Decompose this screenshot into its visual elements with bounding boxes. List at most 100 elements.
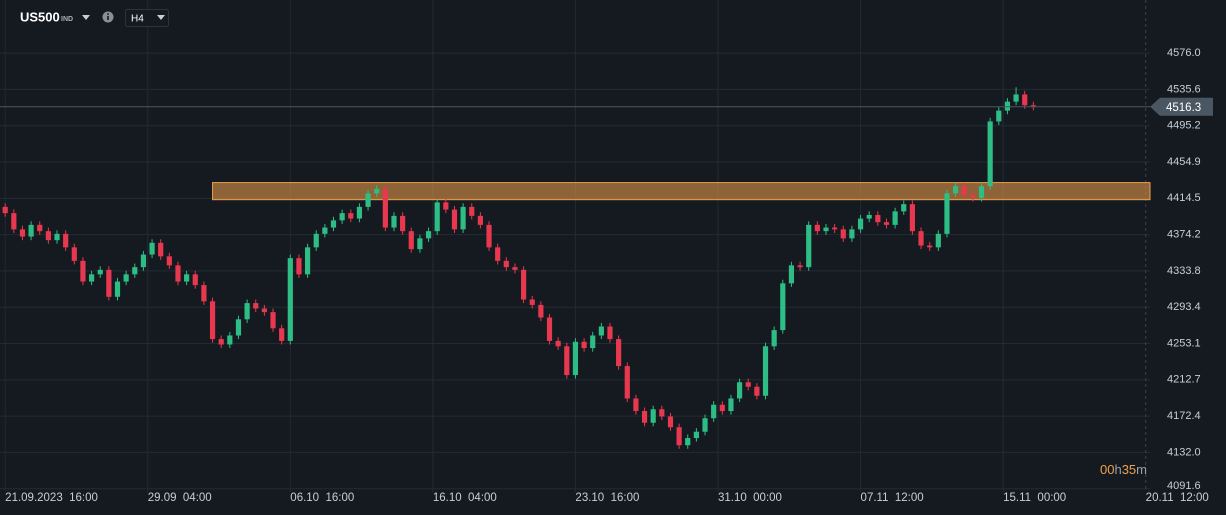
- x-tick-label: 15.11 00:00: [1003, 492, 1066, 504]
- y-tick-label: 4576.0: [1167, 47, 1201, 59]
- candle-body: [2, 206, 8, 214]
- candle-body: [892, 211, 898, 225]
- y-tick-label: 4454.9: [1167, 156, 1201, 168]
- candle-body: [823, 227, 829, 232]
- candle-body: [1013, 94, 1019, 102]
- candle-body: [279, 328, 285, 341]
- candle-body: [382, 188, 388, 228]
- candle-body: [659, 409, 665, 417]
- countdown-hours: 00: [1100, 462, 1114, 477]
- candle-body: [495, 247, 501, 261]
- candle-body: [322, 227, 328, 234]
- candle-body: [63, 233, 69, 248]
- candle-body: [728, 398, 734, 412]
- candle-body: [296, 258, 302, 275]
- candle-body: [788, 265, 795, 284]
- x-tick-label: 23.10 16:00: [575, 492, 639, 504]
- candle-body: [538, 304, 544, 318]
- y-tick-label: 4212.7: [1167, 374, 1201, 386]
- candle-body: [529, 299, 535, 305]
- axes: 4576.0 4535.6 4495.2 4454.9 4414.5 4374.2 4333…: [0, 47, 1213, 504]
- candle-body: [918, 231, 924, 246]
- info-glyph: [107, 16, 109, 20]
- candle-body: [218, 339, 224, 345]
- candle-body: [581, 341, 587, 349]
- candle-body: [400, 215, 406, 232]
- candle-body: [175, 265, 181, 282]
- candle-body: [737, 382, 743, 399]
- candle-body: [140, 254, 147, 268]
- y-tick-label: 4172.4: [1167, 410, 1201, 422]
- candle-body: [106, 269, 112, 297]
- candle-body: [814, 224, 820, 232]
- candle-body: [667, 416, 674, 428]
- candle-body: [616, 339, 622, 367]
- candle-body: [477, 215, 483, 225]
- info-glyph-dot: [107, 13, 109, 15]
- candle-body: [676, 427, 682, 446]
- candle-body: [235, 319, 242, 336]
- candle-body: [866, 214, 872, 219]
- candle-body: [1022, 94, 1028, 106]
- candle-body: [425, 231, 432, 239]
- candle-body: [19, 229, 26, 237]
- candle-body: [54, 233, 60, 241]
- candle-body: [114, 281, 121, 297]
- candle-body: [287, 258, 293, 341]
- candle-body: [88, 274, 95, 282]
- candle-body: [633, 398, 639, 412]
- candle-body: [270, 312, 276, 329]
- countdown-h: h: [1114, 462, 1121, 477]
- timeframe-box[interactable]: [125, 9, 169, 27]
- candle-body: [953, 186, 959, 194]
- candle-body: [927, 245, 933, 248]
- candles: [2, 87, 1036, 449]
- candle-body: [901, 204, 907, 212]
- candle-body: [45, 231, 51, 241]
- candle-body: [598, 326, 604, 336]
- candle-body: [978, 186, 985, 198]
- candle-body: [685, 438, 691, 446]
- candle-body: [313, 233, 319, 248]
- candle-body: [797, 265, 803, 268]
- candle-body: [443, 202, 449, 210]
- candle-body: [184, 274, 190, 282]
- x-tick-label: 20.11 12:00: [1146, 492, 1209, 504]
- countdown: 00h35m: [1100, 462, 1147, 477]
- candle-body: [391, 215, 397, 228]
- symbol-dropdown[interactable]: [82, 15, 90, 20]
- candle-body: [80, 260, 86, 282]
- candle-body: [719, 404, 725, 412]
- candle-body: [771, 330, 777, 347]
- candle-body: [28, 224, 34, 237]
- y-tick-label: 4414.5: [1167, 192, 1201, 204]
- candle-body: [970, 195, 976, 198]
- symbol[interactable]: US500: [20, 9, 60, 24]
- candle-body: [520, 269, 527, 300]
- candle-body: [37, 224, 43, 232]
- candle-body: [883, 222, 890, 225]
- timeframe-dropdown[interactable]: [157, 15, 165, 20]
- candle-body: [330, 220, 337, 228]
- y-tick-label: 4091.6: [1167, 480, 1201, 492]
- candle-body: [555, 340, 561, 347]
- candle-body: [261, 308, 267, 313]
- candle-body: [11, 213, 17, 230]
- y-tick-label: 4495.2: [1167, 120, 1201, 132]
- candle-body: [451, 209, 458, 230]
- candle-body: [192, 274, 198, 286]
- candle-body: [849, 229, 855, 239]
- candle-body: [132, 267, 138, 275]
- y-tick-label: 4333.8: [1167, 265, 1201, 277]
- last-price-tag: [1150, 97, 1213, 116]
- candle-body: [840, 229, 846, 239]
- candle-body: [166, 256, 172, 266]
- candle-body: [374, 188, 380, 194]
- candle-body: [512, 267, 518, 270]
- candle-body: [209, 301, 216, 340]
- candle-body: [434, 202, 440, 232]
- x-tick-label: 29.09 04:00: [148, 492, 212, 504]
- countdown-minutes: 35: [1122, 462, 1136, 477]
- grid: [0, 0, 1150, 492]
